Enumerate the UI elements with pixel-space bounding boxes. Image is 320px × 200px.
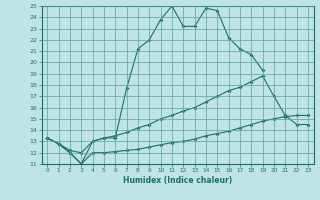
X-axis label: Humidex (Indice chaleur): Humidex (Indice chaleur) <box>123 176 232 185</box>
